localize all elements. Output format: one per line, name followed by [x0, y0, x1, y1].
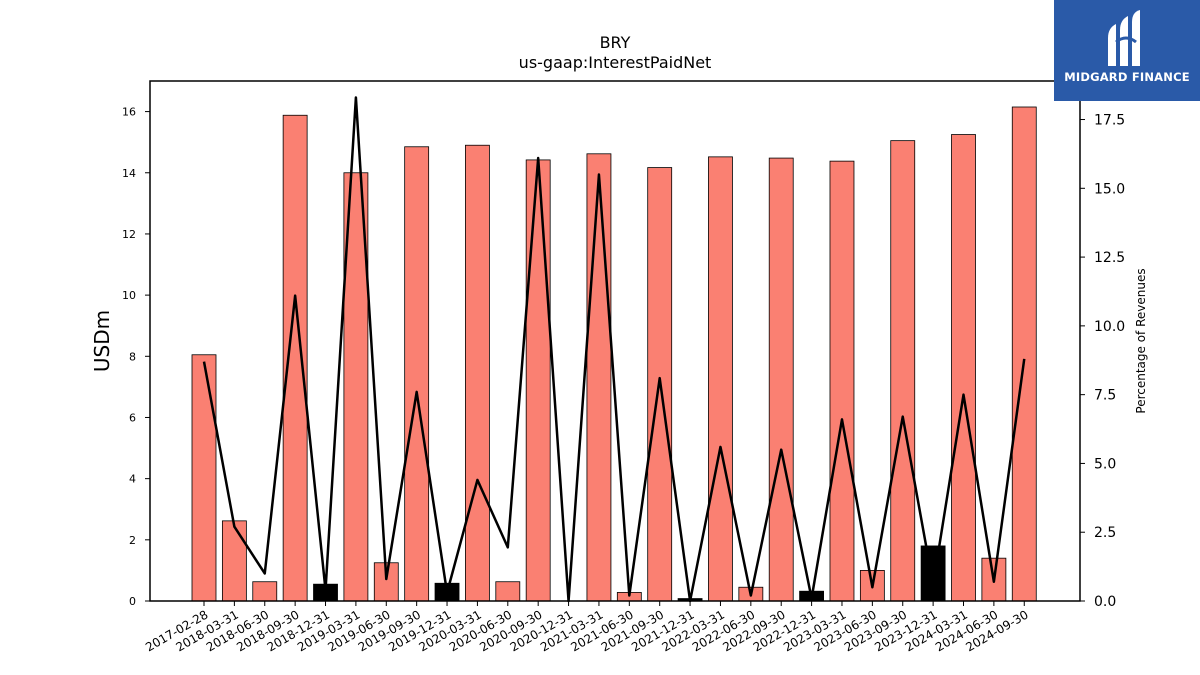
- y-tick-label-12: 12: [122, 228, 136, 241]
- bar-2024-09-30: [1011, 106, 1037, 602]
- logo-mark-icon: [1108, 10, 1140, 66]
- y-tick-label-10: 10: [122, 289, 136, 302]
- y2-tick-label-2.5: 2.5: [1094, 525, 1116, 541]
- y2-tick-label-5.0: 5.0: [1094, 456, 1116, 472]
- y-tick-label-14: 14: [122, 167, 136, 180]
- bar-2018-09-30: [282, 114, 308, 602]
- revenue-pct-line: [202, 96, 1026, 603]
- y-axis-label: USDm: [90, 310, 114, 372]
- bar-2023-09-30: [890, 140, 916, 602]
- y2-tick-label-0.0: 0.0: [1094, 594, 1116, 610]
- bar-2018-06-30: [252, 581, 278, 602]
- bar-2018-03-31: [221, 520, 247, 602]
- chart-subtitle: us-gaap:InterestPaidNet: [519, 53, 712, 72]
- y-tick-label-2: 2: [129, 534, 136, 547]
- plot-frame: [149, 80, 1081, 602]
- bar-2024-03-31: [951, 134, 976, 602]
- bar-2017-02-28: [191, 354, 217, 602]
- brand-logo: MIDGARD FINANCE: [1054, 0, 1200, 101]
- bars-group: [191, 106, 1037, 602]
- bar-2023-12-31: [920, 545, 946, 602]
- y-tick-label-16: 16: [122, 106, 136, 119]
- y-tick-label-4: 4: [129, 473, 136, 486]
- bar-2020-03-31: [465, 144, 490, 602]
- y2-tick-label-17.5: 17.5: [1094, 113, 1125, 129]
- chart-title: BRY: [600, 33, 631, 52]
- y2-tick-label-12.5: 12.5: [1094, 250, 1125, 266]
- y-tick-label-0: 0: [129, 595, 136, 608]
- y-tick-label-6: 6: [129, 411, 136, 424]
- bar-2020-09-30: [525, 159, 551, 602]
- bar-2023-03-31: [829, 160, 855, 602]
- bar-2021-03-31: [586, 153, 612, 602]
- axes-group: [149, 80, 1081, 602]
- bar-2020-06-30: [495, 581, 521, 602]
- y2-tick-label-15.0: 15.0: [1094, 181, 1125, 197]
- y2-axis-label: Percentage of Revenues: [1134, 268, 1148, 413]
- bar-2022-03-31: [708, 156, 733, 602]
- y2-tick-label-7.5: 7.5: [1094, 388, 1116, 404]
- line-group: [202, 96, 1026, 603]
- bar-2019-09-30: [404, 146, 430, 602]
- brand-name: MIDGARD FINANCE: [1064, 70, 1190, 84]
- bar-2022-09-30: [768, 157, 794, 602]
- y-tick-label-8: 8: [129, 350, 136, 363]
- y2-tick-label-10.0: 10.0: [1094, 319, 1125, 335]
